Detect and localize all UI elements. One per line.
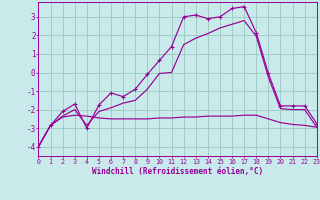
X-axis label: Windchill (Refroidissement éolien,°C): Windchill (Refroidissement éolien,°C): [92, 167, 263, 176]
